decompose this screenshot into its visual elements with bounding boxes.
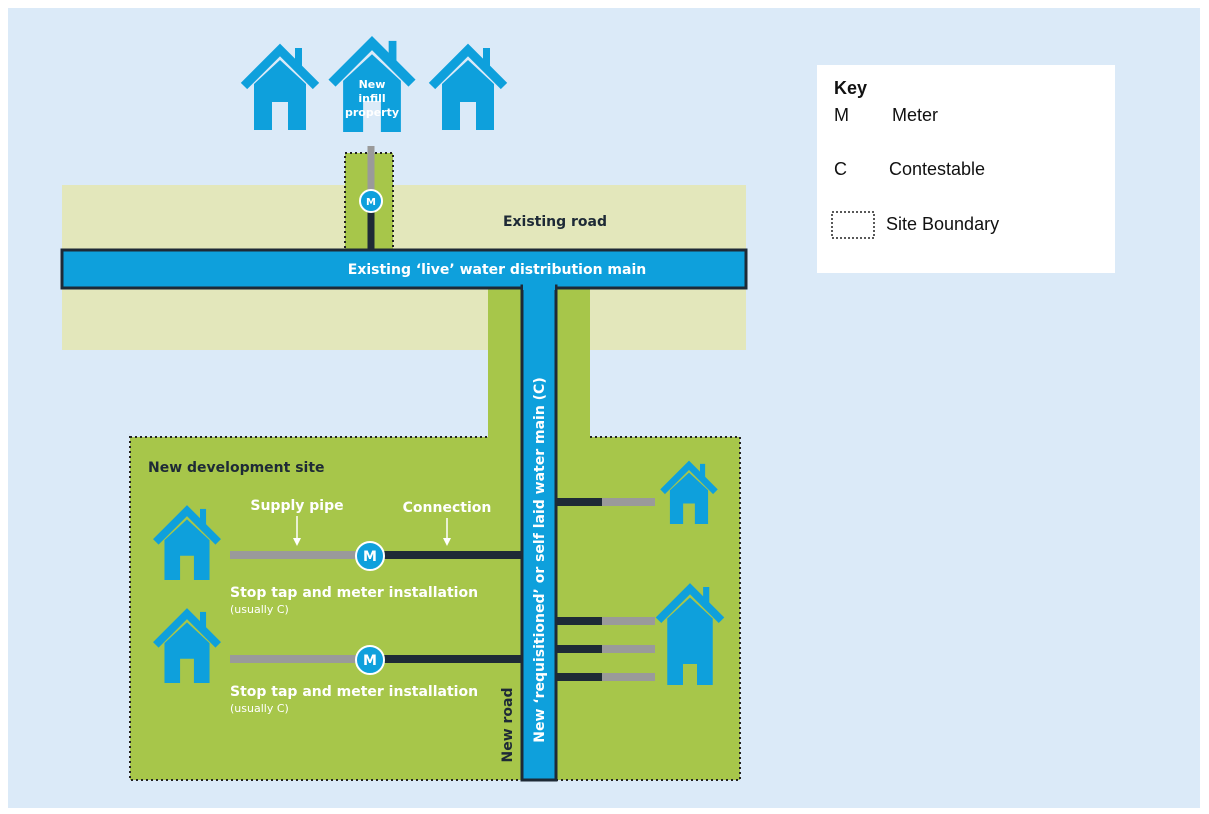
main-label: Existing ‘live’ water distribution main [348,262,646,278]
supply-pipe-label: Supply pipe [250,498,343,514]
development-site [129,436,741,781]
infill-label: property [345,106,399,119]
key-symbol: C [834,159,847,179]
usually-label: (usually C) [230,603,289,616]
usually-label: (usually C) [230,702,289,715]
key-box [817,65,1115,273]
stop-tap-label: Stop tap and meter installation [230,684,478,700]
new-road-label: New road [500,687,516,762]
meter-symbol: M [366,197,376,208]
infill-label: New [359,78,386,91]
new-water-main [520,284,558,782]
key-label: Meter [892,105,938,125]
new-main-label: New ‘requisitioned’ or self laid water m… [532,377,548,742]
meter [355,645,385,675]
meter-symbol: M [363,653,377,669]
key-label: Site Boundary [886,214,999,234]
connection-label: Connection [403,500,492,516]
meter [355,541,385,571]
arrow-head [443,538,451,546]
arrow-head [293,538,301,546]
site-label: New development site [148,460,325,476]
meter [359,189,383,213]
road-label: Existing road [503,214,607,230]
flat-pipes [556,617,655,681]
main-joint [523,284,555,290]
key-label: Contestable [889,159,985,179]
stop-tap-label: Stop tap and meter installation [230,585,478,601]
key-symbol: M [834,105,849,125]
meter-symbol: M [363,549,377,565]
water-main [60,248,748,290]
infill-label: infill [358,92,385,105]
key-boundary-swatch [831,211,875,239]
key-title: Key [834,78,867,98]
